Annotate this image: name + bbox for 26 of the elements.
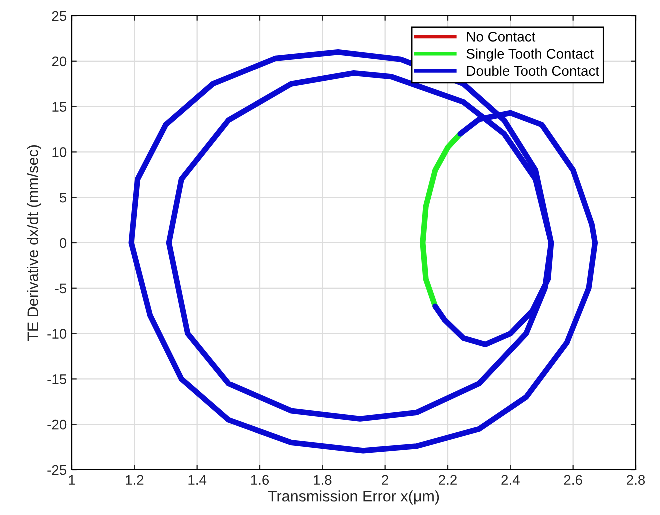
- y-tick-label: 20: [52, 56, 67, 67]
- x-tick-label: 1.4: [188, 475, 207, 485]
- y-tick-label: 0: [60, 238, 67, 248]
- y-axis-title: TE Derivative dx/dt (mm/sec): [27, 145, 42, 342]
- y-tick-label: 5: [60, 193, 67, 203]
- x-tick-label: 2.8: [627, 475, 646, 486]
- x-tick-label: 2.2: [439, 475, 457, 485]
- x-axis-title: Transmission Error x(μm): [268, 490, 440, 505]
- x-tick-label: 1: [69, 475, 76, 485]
- y-tick-label: -15: [48, 374, 67, 384]
- x-tick-label: 2.4: [502, 475, 520, 485]
- x-tick-label: 1.8: [314, 475, 332, 486]
- x-tick-label: 2.6: [564, 475, 582, 486]
- y-tick-label: -20: [48, 420, 67, 430]
- y-tick-label: 10: [52, 148, 67, 158]
- x-tick-label: 2: [382, 475, 388, 485]
- y-tick-label: -10: [48, 329, 67, 339]
- legend-label: No Contact: [467, 32, 536, 42]
- legend-label: Single Tooth Contact: [466, 48, 594, 62]
- y-tick-label: -25: [48, 465, 67, 476]
- x-tick-label: 1.2: [126, 475, 144, 485]
- legend-label: Double Tooth Contact: [467, 66, 600, 76]
- y-tick-label: 15: [52, 102, 67, 112]
- y-tick-label: -5: [55, 284, 67, 294]
- y-tick-label: 25: [52, 11, 67, 22]
- x-tick-label: 1.6: [251, 475, 270, 486]
